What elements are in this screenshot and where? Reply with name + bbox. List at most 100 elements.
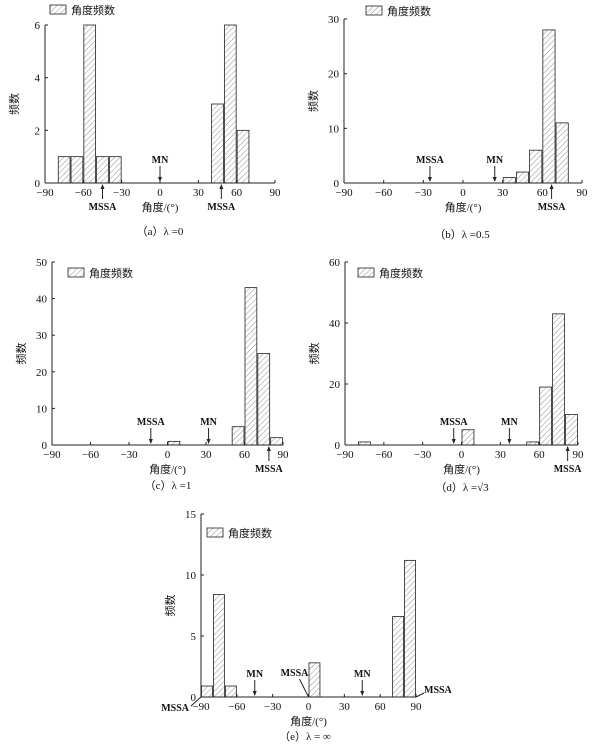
annotation-mn: MN bbox=[354, 669, 371, 696]
x-tick-label: 90 bbox=[577, 187, 589, 199]
annotation-mssa: MSSA bbox=[554, 446, 582, 475]
annotation-mssa: MSSA bbox=[538, 184, 566, 213]
legend-label: 角度频数 bbox=[228, 526, 272, 540]
legend-label: 角度频数 bbox=[89, 266, 133, 280]
legend: 角度频数 bbox=[206, 526, 272, 540]
x-tick-label: −30 bbox=[120, 449, 138, 461]
x-tick-label: 90 bbox=[411, 701, 423, 713]
legend-swatch bbox=[365, 5, 383, 16]
y-tick-label: 40 bbox=[329, 318, 341, 330]
arrow-head-icon bbox=[158, 177, 162, 182]
legend-label: 角度频数 bbox=[379, 266, 423, 280]
legend: 角度频数 bbox=[67, 266, 133, 280]
histogram-bar bbox=[539, 386, 553, 446]
y-axis-label: 频数 bbox=[14, 343, 28, 365]
y-tick-label: 0 bbox=[35, 178, 41, 190]
x-tick-label: −90 bbox=[335, 187, 353, 199]
x-tick-label: 30 bbox=[339, 701, 351, 713]
x-tick-label: −60 bbox=[375, 449, 393, 461]
y-axis-label: 频数 bbox=[306, 90, 320, 112]
y-axis-label: 频数 bbox=[307, 343, 321, 365]
histogram-bar bbox=[529, 149, 543, 184]
annotation-mn: MN bbox=[152, 155, 169, 182]
chart-panel-d: −90 −60 −30 0 30 60 90 0 20 40 60 角度/(°) 频数 角度频数 MSSA M… bbox=[307, 257, 584, 494]
x-tick-label: −30 bbox=[264, 701, 282, 713]
arrow-head-icon bbox=[492, 177, 497, 182]
legend: 角度频数 bbox=[357, 266, 423, 280]
annotation-label: MSSA bbox=[137, 417, 166, 428]
histogram-bar bbox=[270, 437, 283, 446]
x-tick-label: 30 bbox=[497, 187, 509, 199]
annotation-mssa: MSSA bbox=[207, 184, 236, 213]
x-axis-label: 角度/(°) bbox=[445, 200, 482, 214]
histogram-bar bbox=[167, 440, 181, 446]
histogram-bar bbox=[223, 24, 237, 184]
histogram-bar bbox=[565, 414, 578, 446]
panel-caption: （a）λ =0 bbox=[137, 225, 184, 238]
annotation-mn: MN bbox=[200, 417, 218, 444]
annotation-mssa: MSSA bbox=[255, 446, 284, 475]
histogram-bar bbox=[70, 156, 84, 184]
annotation-mssa: MSSA bbox=[281, 668, 309, 698]
histogram-bar bbox=[244, 287, 258, 446]
legend-label: 角度频数 bbox=[387, 4, 431, 18]
x-tick-label: −60 bbox=[228, 701, 246, 713]
arrow-head-icon bbox=[219, 184, 224, 189]
x-tick-label: 0 bbox=[157, 187, 163, 199]
x-tick-label: 0 bbox=[460, 187, 466, 199]
x-tick-label: 30 bbox=[495, 449, 507, 461]
histogram-bar bbox=[213, 594, 225, 698]
x-tick-label: −30 bbox=[414, 449, 432, 461]
x-tick-label: −60 bbox=[375, 187, 393, 199]
panel-caption: （b）λ =0.5 bbox=[434, 228, 490, 241]
legend: 角度频数 bbox=[49, 3, 115, 17]
annotation-label: MN bbox=[486, 155, 503, 166]
annotation-label: MSSA bbox=[161, 703, 190, 714]
x-tick-label: −90 bbox=[336, 449, 354, 461]
leader-line bbox=[190, 696, 202, 707]
y-tick-label: 10 bbox=[36, 403, 48, 415]
histogram-bar bbox=[552, 313, 565, 446]
y-tick-label: 2 bbox=[35, 125, 41, 137]
x-axis-label: 角度/(°) bbox=[149, 462, 186, 476]
panel-caption: （d）λ =√3 bbox=[435, 481, 489, 494]
arrow-head-icon bbox=[206, 439, 211, 444]
arrow-head-icon bbox=[549, 184, 554, 189]
x-tick-label: 60 bbox=[375, 701, 387, 713]
annotation-mn: MN bbox=[501, 417, 518, 444]
x-axis-label: 角度/(°) bbox=[142, 200, 179, 214]
legend-swatch bbox=[206, 527, 224, 538]
y-tick-label: 0 bbox=[191, 692, 197, 704]
histogram-bar bbox=[108, 156, 122, 184]
histogram-bar bbox=[308, 662, 321, 698]
annotation-mn: MN bbox=[246, 669, 264, 696]
y-tick-label: 6 bbox=[35, 20, 41, 32]
histogram-bar bbox=[461, 429, 475, 446]
arrow-head-icon bbox=[100, 184, 105, 189]
x-tick-label: −60 bbox=[82, 449, 100, 461]
histogram-bar bbox=[236, 129, 250, 184]
y-tick-label: 0 bbox=[334, 178, 340, 190]
y-tick-label: 60 bbox=[329, 257, 341, 269]
y-tick-label: 30 bbox=[328, 14, 340, 26]
histogram-bar bbox=[83, 24, 97, 184]
x-tick-label: 90 bbox=[278, 449, 290, 461]
y-tick-label: 30 bbox=[36, 330, 48, 342]
y-axis-label: 频数 bbox=[163, 595, 177, 617]
x-tick-label: 30 bbox=[201, 449, 213, 461]
x-tick-label: 0 bbox=[306, 701, 312, 713]
legend-swatch bbox=[357, 267, 375, 278]
chart-panel-e: −90 −60 −30 0 30 60 90 0 5 10 15 角度/(°) 频数 角度频数 MSSA MN… bbox=[161, 509, 452, 743]
x-tick-label: −90 bbox=[43, 449, 61, 461]
chart-panel-c: −90 −60 −30 0 30 60 90 0 10 20 30 40 50 角度/(°) 频数 角度频数 M… bbox=[14, 257, 289, 492]
leader-line bbox=[415, 692, 425, 698]
annotation-mssa: MSSA bbox=[416, 155, 445, 182]
annotation-label: MSSA bbox=[424, 685, 453, 696]
x-axis-label: 角度/(°) bbox=[290, 714, 327, 728]
panel-caption: （e）λ = ∞ bbox=[279, 730, 331, 743]
arrow-head-icon bbox=[451, 439, 456, 444]
histogram-bar bbox=[57, 156, 71, 184]
y-tick-label: 20 bbox=[329, 379, 341, 391]
y-tick-label: 5 bbox=[191, 631, 197, 643]
